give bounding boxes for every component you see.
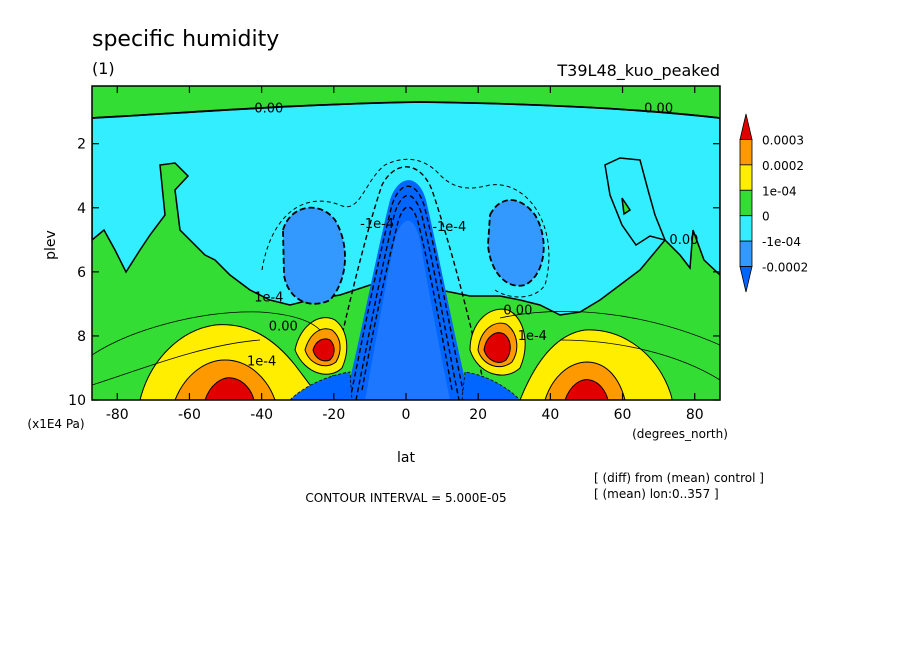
x-tick-label: 80 <box>686 407 704 423</box>
legend-label: 0.0003 <box>762 133 804 147</box>
legend-swatch-top <box>739 113 753 140</box>
legend-label: -0.0002 <box>762 261 808 275</box>
x-tick-label: -80 <box>106 407 129 423</box>
y-axis-units: (x1E4 Pa) <box>27 417 84 431</box>
x-tick-label: -20 <box>322 407 345 423</box>
legend-label: 1e-04 <box>762 184 797 198</box>
note-mean: [ (mean) lon:0..357 ] <box>594 487 719 501</box>
chart-subtitle: (1) <box>92 59 115 78</box>
y-axis-label: plev <box>43 230 59 260</box>
legend-swatch <box>739 215 753 242</box>
contour-label: 1e-4 <box>247 355 276 370</box>
field-green-island <box>621 197 632 216</box>
x-tick-label: 20 <box>469 407 487 423</box>
y-tick-label: 10 <box>68 393 86 409</box>
contour-label: -1e-4 <box>360 217 394 232</box>
legend-label: 0.0002 <box>762 159 804 173</box>
y-tick-label: 6 <box>77 265 86 281</box>
y-tick-label: 4 <box>77 201 86 217</box>
contour-label: -1e-4 <box>432 220 466 235</box>
color-legend: 0.0003 0.0002 1e-04 0 -1e-04 -0.0002 <box>739 113 808 293</box>
legend-label: -1e-04 <box>762 235 801 249</box>
x-tick-label: -40 <box>250 407 273 423</box>
field-blue-lobe-north <box>487 199 545 287</box>
legend-swatch <box>739 139 753 166</box>
x-tick-label: 60 <box>614 407 632 423</box>
legend-swatch-bottom <box>739 266 753 293</box>
x-tick-label: 0 <box>402 407 411 423</box>
field-equatorial-core <box>365 220 450 400</box>
contour-label: 0.00 <box>669 233 698 248</box>
y-axis: 2 4 6 8 10 <box>68 137 720 409</box>
contour-labels: 0.00 0.00 0.00 0.00 0.00 1e-4 1e-4 -1e-4 -1e-4 1e… <box>247 101 698 369</box>
contour-field <box>92 86 720 400</box>
contour-label: 1e-4 <box>254 290 283 305</box>
field-sh-red <box>204 377 255 400</box>
x-tick-label: 40 <box>541 407 559 423</box>
x-axis-label: lat <box>397 450 415 466</box>
field-thin-contours <box>92 311 720 386</box>
x-axis-units: (degrees_north) <box>632 427 728 441</box>
field-top-zero-contour <box>92 101 720 119</box>
contour-label: 1e-4 <box>518 329 547 344</box>
x-tick-label: -60 <box>178 407 201 423</box>
contour-label: 0.00 <box>644 101 673 116</box>
contour-label: 0.00 <box>254 101 283 116</box>
field-nh-red <box>564 379 609 400</box>
run-label: T39L48_kuo_peaked <box>556 61 720 81</box>
note-diff: [ (diff) from (mean) control ] <box>594 471 764 485</box>
y-tick-label: 2 <box>77 137 86 153</box>
field-neg-contour <box>261 158 550 298</box>
contour-label: 0.00 <box>269 319 298 334</box>
field-tower-contours <box>331 166 485 400</box>
legend-swatch <box>739 189 753 217</box>
chart-title: specific humidity <box>92 27 279 52</box>
contour-interval: CONTOUR INTERVAL = 5.000E-05 <box>305 491 506 505</box>
x-axis: -80 -60 -40 -20 0 20 40 60 80 <box>106 86 704 423</box>
legend-swatch <box>739 164 753 191</box>
y-tick-label: 8 <box>77 329 86 345</box>
contour-label: 0.00 <box>503 303 532 318</box>
field-20n-red <box>483 332 511 363</box>
field-lowlevel-blue-s <box>289 371 353 400</box>
legend-label: 0 <box>762 210 770 224</box>
field-blue-lobe-south <box>282 206 346 305</box>
field-20s-red <box>312 338 335 362</box>
legend-swatch <box>739 240 753 267</box>
